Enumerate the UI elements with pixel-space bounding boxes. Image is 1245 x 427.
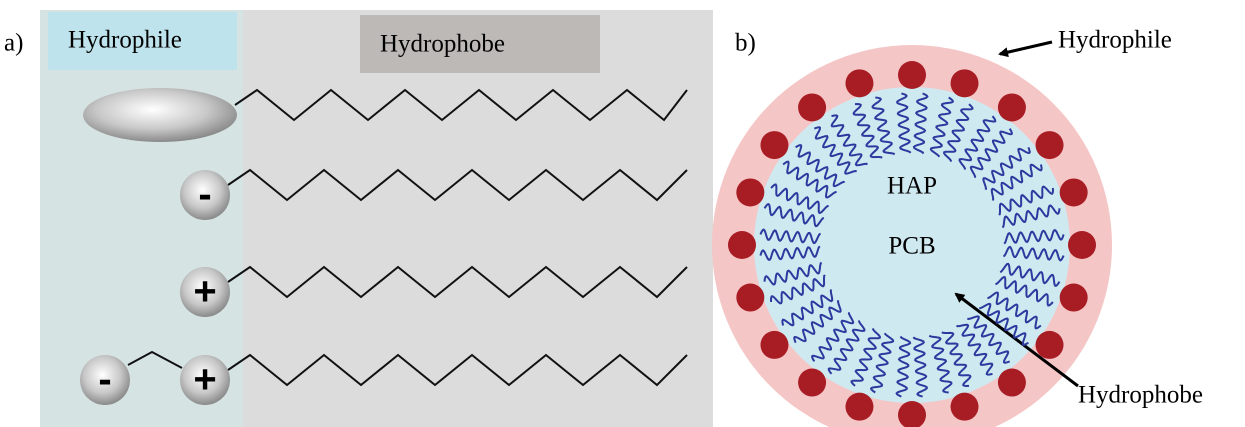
panel-a: a) Hydrophile Hydrophobe - + - + bbox=[4, 10, 713, 427]
hydrophobe-label: Hydrophobe bbox=[380, 31, 505, 58]
hydrophobic-tail bbox=[982, 146, 1031, 190]
hydrophobic-tail bbox=[830, 114, 868, 167]
hydrophobic-tail bbox=[912, 92, 929, 155]
hydrophobic-tail bbox=[871, 96, 896, 156]
hydrophobic-tail bbox=[987, 291, 1042, 330]
hydrophilic-head bbox=[1068, 231, 1096, 259]
hydrophilic-head bbox=[760, 131, 789, 160]
charge-sign: + bbox=[193, 270, 216, 314]
hydrophilic-head bbox=[1035, 131, 1064, 160]
hydrophobic-tail bbox=[928, 334, 953, 394]
hydrophile-box bbox=[48, 12, 237, 70]
hydrophobic-tail bbox=[999, 262, 1061, 288]
hydrophobic-tail bbox=[895, 335, 912, 398]
hydrophilic-head bbox=[760, 330, 789, 359]
hydrophilic-head bbox=[798, 93, 827, 122]
alkyl-chain bbox=[227, 353, 688, 387]
hydrophobic-tail bbox=[869, 332, 895, 394]
ionic-head bbox=[180, 355, 230, 405]
hydrophilic-head bbox=[736, 178, 765, 207]
hydrophobic-tail bbox=[967, 315, 1011, 364]
panel-b: b) Hydrophile Hydrophobe HAP PCB bbox=[712, 27, 1203, 427]
hydrophilic-head bbox=[1059, 283, 1088, 312]
hydrophobic-tail bbox=[827, 320, 866, 375]
hydrophobic-tail bbox=[998, 185, 1055, 216]
hydrophilic-head bbox=[950, 392, 979, 421]
arrow bbox=[998, 40, 1053, 58]
ionic-head bbox=[180, 170, 230, 220]
ionic-head bbox=[180, 267, 230, 317]
hydrophilic-head bbox=[736, 283, 765, 312]
hydrophobic-tail bbox=[979, 302, 1029, 346]
hydrophobe-box bbox=[360, 15, 600, 73]
hydrophile-label: Hydrophile bbox=[68, 27, 182, 54]
alkyl-chain bbox=[227, 168, 688, 202]
hydrophobic-tail bbox=[782, 160, 837, 199]
core-label: HAP bbox=[887, 173, 937, 200]
hydrophobic-tail bbox=[811, 312, 855, 362]
panel-label: b) bbox=[735, 30, 756, 57]
hydrophile-label: Hydrophile bbox=[1058, 27, 1172, 54]
hydrophobic-tail bbox=[795, 144, 845, 188]
hydrophilic-head bbox=[728, 231, 756, 259]
alkyl-chain bbox=[227, 265, 688, 299]
hydrophobic-tail bbox=[912, 336, 928, 398]
hydrophobic-tail bbox=[763, 202, 825, 228]
micelle-core bbox=[754, 87, 1070, 403]
hydrophobic-tail bbox=[850, 328, 881, 387]
alkyl-chain bbox=[234, 88, 688, 122]
hydrophobic-tail bbox=[793, 300, 842, 344]
hydrophilic-head bbox=[898, 61, 926, 89]
hydrophilic-head bbox=[1035, 330, 1064, 359]
hydrophobic-tail bbox=[969, 128, 1013, 178]
core-label: PCB bbox=[888, 233, 935, 260]
hydrophobe-label: Hydrophobe bbox=[1078, 382, 1203, 409]
hydrophobic-tail bbox=[852, 102, 883, 159]
hydrophobic-tail bbox=[941, 331, 972, 388]
charge-sign: - bbox=[98, 358, 111, 402]
hydrophobic-tail bbox=[990, 163, 1043, 201]
hydrophobic-tail bbox=[1003, 229, 1065, 245]
hydrophilic-head bbox=[997, 93, 1026, 122]
hydrophilic-head bbox=[950, 69, 979, 98]
hydrophilic-head bbox=[845, 69, 874, 98]
linker bbox=[127, 350, 183, 369]
hydrophobic-tail bbox=[995, 276, 1054, 307]
arrow bbox=[954, 292, 1079, 388]
panel-label: a) bbox=[4, 30, 23, 57]
hydrophobic-tail bbox=[759, 245, 821, 261]
hydrophilic-head bbox=[1059, 178, 1088, 207]
hydrophobic-tail bbox=[813, 126, 857, 175]
hydrophobic-tail bbox=[1001, 204, 1061, 229]
hydrophobic-tail bbox=[956, 323, 994, 376]
hydrophobic-tail bbox=[896, 92, 912, 154]
hydrophobic-tail bbox=[769, 274, 826, 305]
hydrophilic-head bbox=[997, 368, 1026, 397]
hydrophobic-tail bbox=[781, 289, 834, 327]
hydrophobic-tail bbox=[929, 96, 955, 158]
hydrophobic-tail bbox=[958, 115, 997, 170]
charge-sign: + bbox=[193, 358, 216, 402]
hydrophobic-tail bbox=[1002, 245, 1065, 262]
hydrophobic-tail bbox=[770, 183, 829, 214]
hydrophilic-head bbox=[898, 401, 926, 427]
charge-sign: - bbox=[198, 173, 211, 217]
hydrophobic-tail bbox=[763, 261, 823, 286]
hydrophilic-head bbox=[845, 392, 874, 421]
hydrophobic-tail bbox=[943, 103, 974, 162]
nonionic-head bbox=[83, 88, 237, 142]
hydrophobic-tail bbox=[759, 228, 822, 245]
ionic-head bbox=[80, 355, 130, 405]
hydrophilic-head bbox=[798, 368, 827, 397]
